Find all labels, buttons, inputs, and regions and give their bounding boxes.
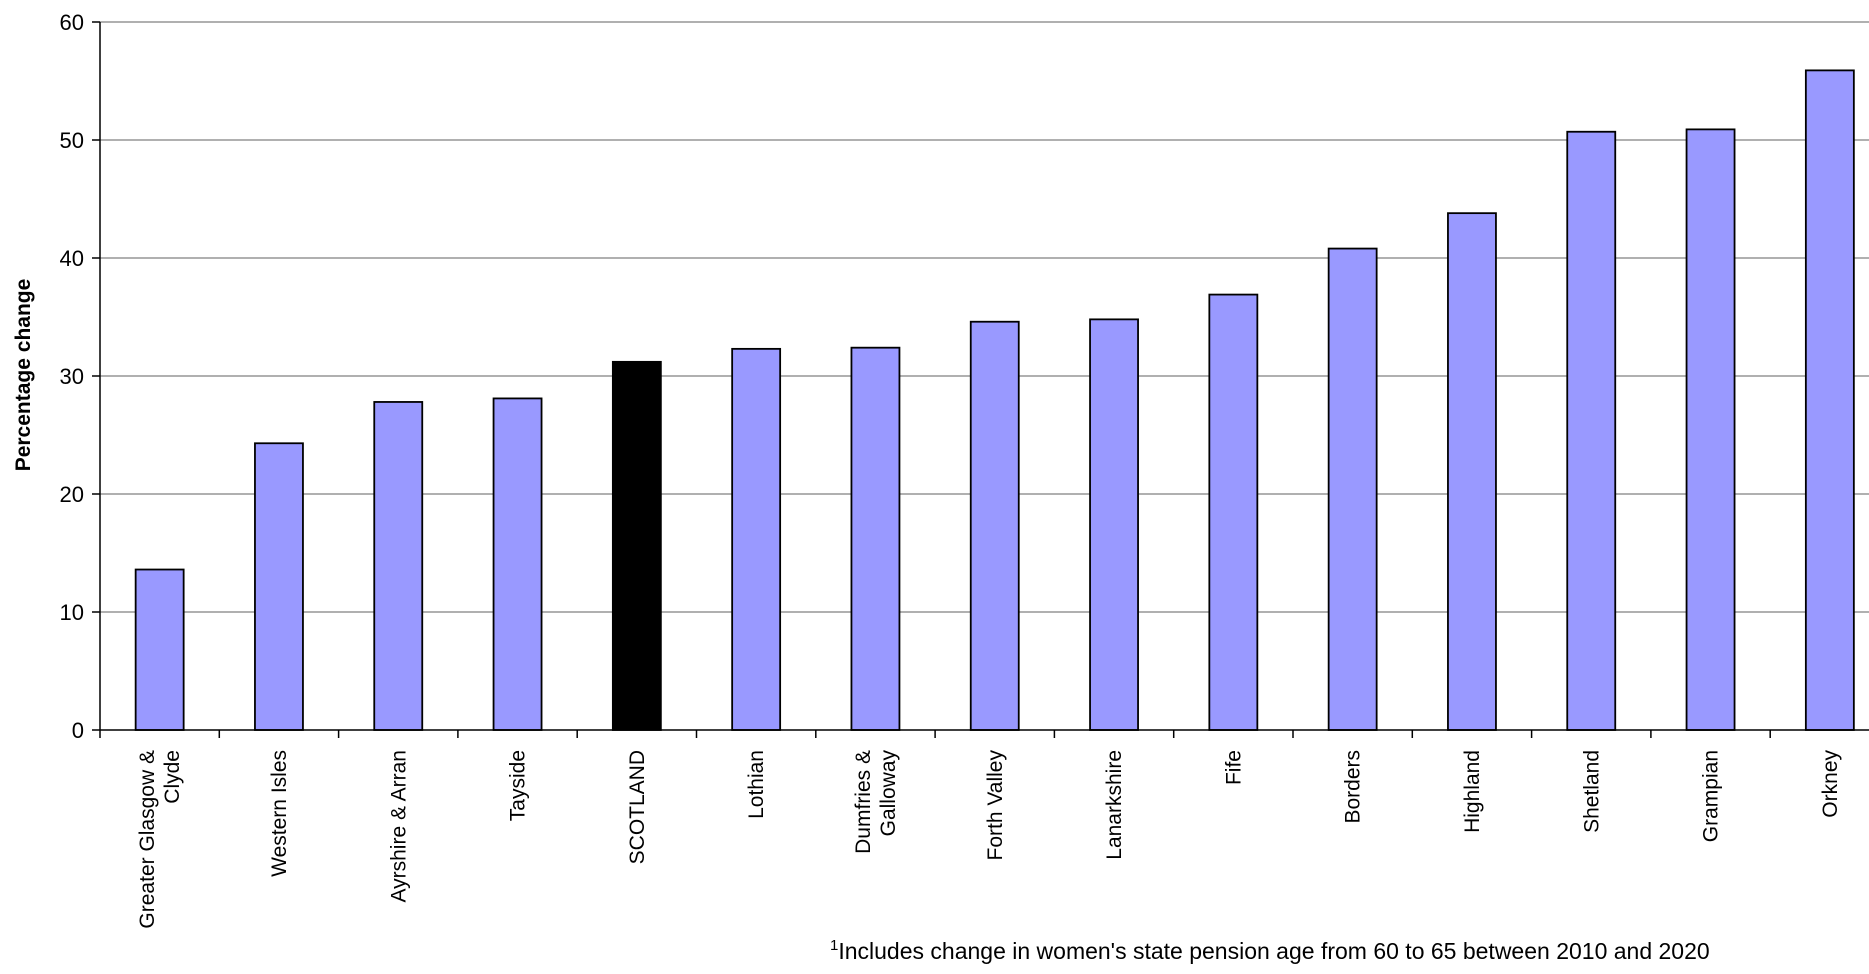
x-tick-label: Lanarkshire — [1103, 750, 1126, 860]
bar — [1327, 247, 1378, 731]
bar — [1685, 128, 1736, 731]
x-tick-label: Forth Valley — [984, 750, 1007, 861]
y-tick-label: 60 — [60, 10, 84, 35]
bars — [134, 69, 1855, 731]
x-tick-label: Dumfries & — [852, 750, 875, 854]
bar — [1566, 130, 1617, 731]
x-tick-label: SCOTLAND — [626, 750, 649, 864]
x-tick-label: Galloway — [877, 750, 900, 837]
y-tick-label: 30 — [60, 364, 84, 389]
bar — [731, 347, 782, 731]
bar — [850, 346, 901, 731]
bar — [134, 568, 185, 731]
y-axis-label: Percentage change — [12, 279, 35, 472]
footnote-marker: 1 — [830, 937, 839, 954]
y-tick-label: 20 — [60, 482, 84, 507]
axes — [92, 21, 1869, 738]
x-tick-label: Fife — [1222, 750, 1245, 785]
x-tick-label: Tayside — [507, 750, 530, 821]
y-tick-label: 0 — [72, 718, 84, 743]
footnote-text: Includes change in women's state pension… — [838, 938, 1710, 964]
x-tick-labels: Greater Glasgow & Clyde Western Isles Ayrsh… — [136, 750, 1842, 929]
x-tick-label: Grampian — [1700, 750, 1723, 842]
bar — [1804, 69, 1855, 731]
y-tick-label: 50 — [60, 128, 84, 153]
bar — [611, 360, 662, 731]
y-tick-label: 40 — [60, 246, 84, 271]
y-tick-label: 10 — [60, 600, 84, 625]
x-tick-label: Western Isles — [268, 750, 291, 877]
bar — [969, 320, 1020, 731]
bar — [1208, 293, 1259, 731]
y-tick-labels: 0 10 20 30 40 50 60 — [60, 10, 84, 743]
bar — [492, 397, 543, 731]
x-tick-label: Highland — [1461, 750, 1484, 833]
x-tick-label: Clyde — [161, 750, 184, 804]
x-tick-label: Orkney — [1819, 750, 1842, 818]
x-tick-label: Shetland — [1580, 750, 1603, 833]
x-tick-label: Greater Glasgow & — [136, 750, 159, 929]
bar — [1089, 318, 1139, 731]
x-tick-label: Ayrshire & Arran — [387, 750, 410, 903]
bar — [254, 442, 304, 731]
footnote: 1Includes change in women's state pensio… — [830, 937, 1860, 965]
x-tick-label: Borders — [1342, 750, 1365, 824]
bar — [1447, 212, 1497, 731]
bar — [373, 401, 424, 731]
x-tick-label: Lothian — [745, 750, 768, 819]
